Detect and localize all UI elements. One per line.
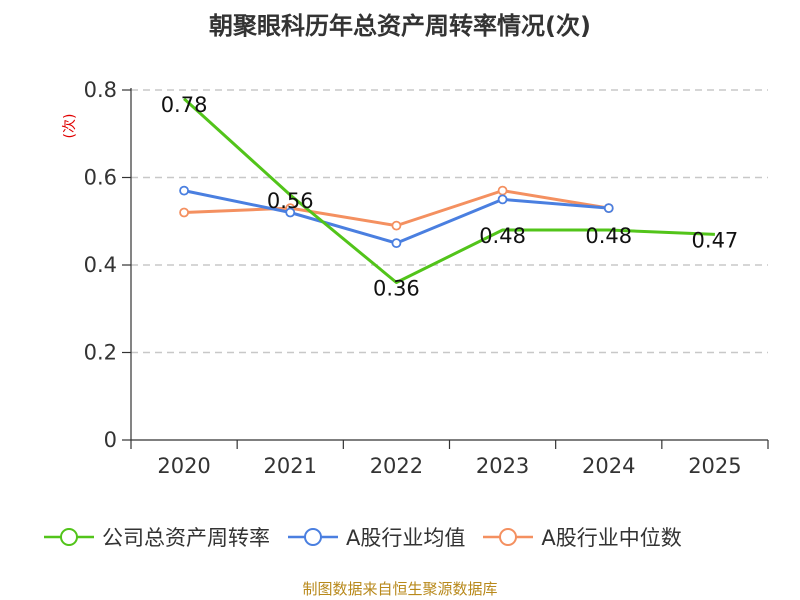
x-tick-label: 2022 xyxy=(370,454,423,478)
x-tick-label: 2023 xyxy=(476,454,529,478)
y-tick-label: 0.6 xyxy=(84,166,117,190)
data-label: 0.48 xyxy=(479,224,526,248)
y-tick-label: 0.4 xyxy=(84,253,117,277)
axes: 0 0.2 0.4 0.6 0.8 2020 2021 2022 2023 2024 2025 xyxy=(84,78,769,478)
y-tick-label: 0 xyxy=(104,428,117,452)
data-point[interactable] xyxy=(285,207,296,218)
legend-marker-icon xyxy=(483,528,534,546)
y-tick-label: 0.2 xyxy=(84,341,117,365)
legend-label: A股行业中位数 xyxy=(541,526,682,550)
legend-item-company[interactable]: 公司总资产周转率 xyxy=(44,522,270,552)
data-labels: 0.78 0.56 0.36 0.48 0.48 0.47 xyxy=(161,93,739,301)
x-tick-label: 2020 xyxy=(157,454,210,478)
data-point[interactable] xyxy=(391,220,402,231)
data-label: 0.47 xyxy=(692,228,739,252)
data-label: 0.78 xyxy=(161,93,208,117)
data-point[interactable] xyxy=(497,194,508,205)
series-lines xyxy=(179,97,715,284)
legend-label: 公司总资产周转率 xyxy=(102,526,270,550)
source-note: 制图数据来自恒生聚源数据库 xyxy=(302,580,498,598)
grid-lines xyxy=(131,89,768,354)
data-point[interactable] xyxy=(179,185,189,196)
series-line xyxy=(184,189,609,228)
y-tick-label: 0.8 xyxy=(84,78,117,102)
legend-marker-icon xyxy=(44,528,94,546)
x-tick-label: 2024 xyxy=(582,454,635,478)
legend-marker-icon xyxy=(288,528,338,546)
data-point[interactable] xyxy=(603,203,614,214)
series-line xyxy=(183,97,715,284)
legend-item-industry-mean[interactable]: A股行业均值 xyxy=(288,522,465,552)
data-point[interactable] xyxy=(497,185,508,196)
data-label: 0.36 xyxy=(373,277,420,301)
chart-title: 朝聚眼科历年总资产周转率情况(次) xyxy=(209,12,591,40)
x-tick-label: 2021 xyxy=(264,454,317,478)
legend-label: A股行业均值 xyxy=(346,526,466,550)
data-label: 0.56 xyxy=(267,189,314,213)
data-point[interactable] xyxy=(391,238,402,249)
x-tick-label: 2025 xyxy=(688,454,741,478)
data-point[interactable] xyxy=(179,207,189,218)
chart-legend: 公司总资产周转率 A股行业均值 A股行业中位数 xyxy=(44,522,682,552)
legend-item-industry-median[interactable]: A股行业中位数 xyxy=(483,522,682,552)
data-label: 0.48 xyxy=(585,224,632,248)
y-axis-label: (次) xyxy=(62,114,78,139)
